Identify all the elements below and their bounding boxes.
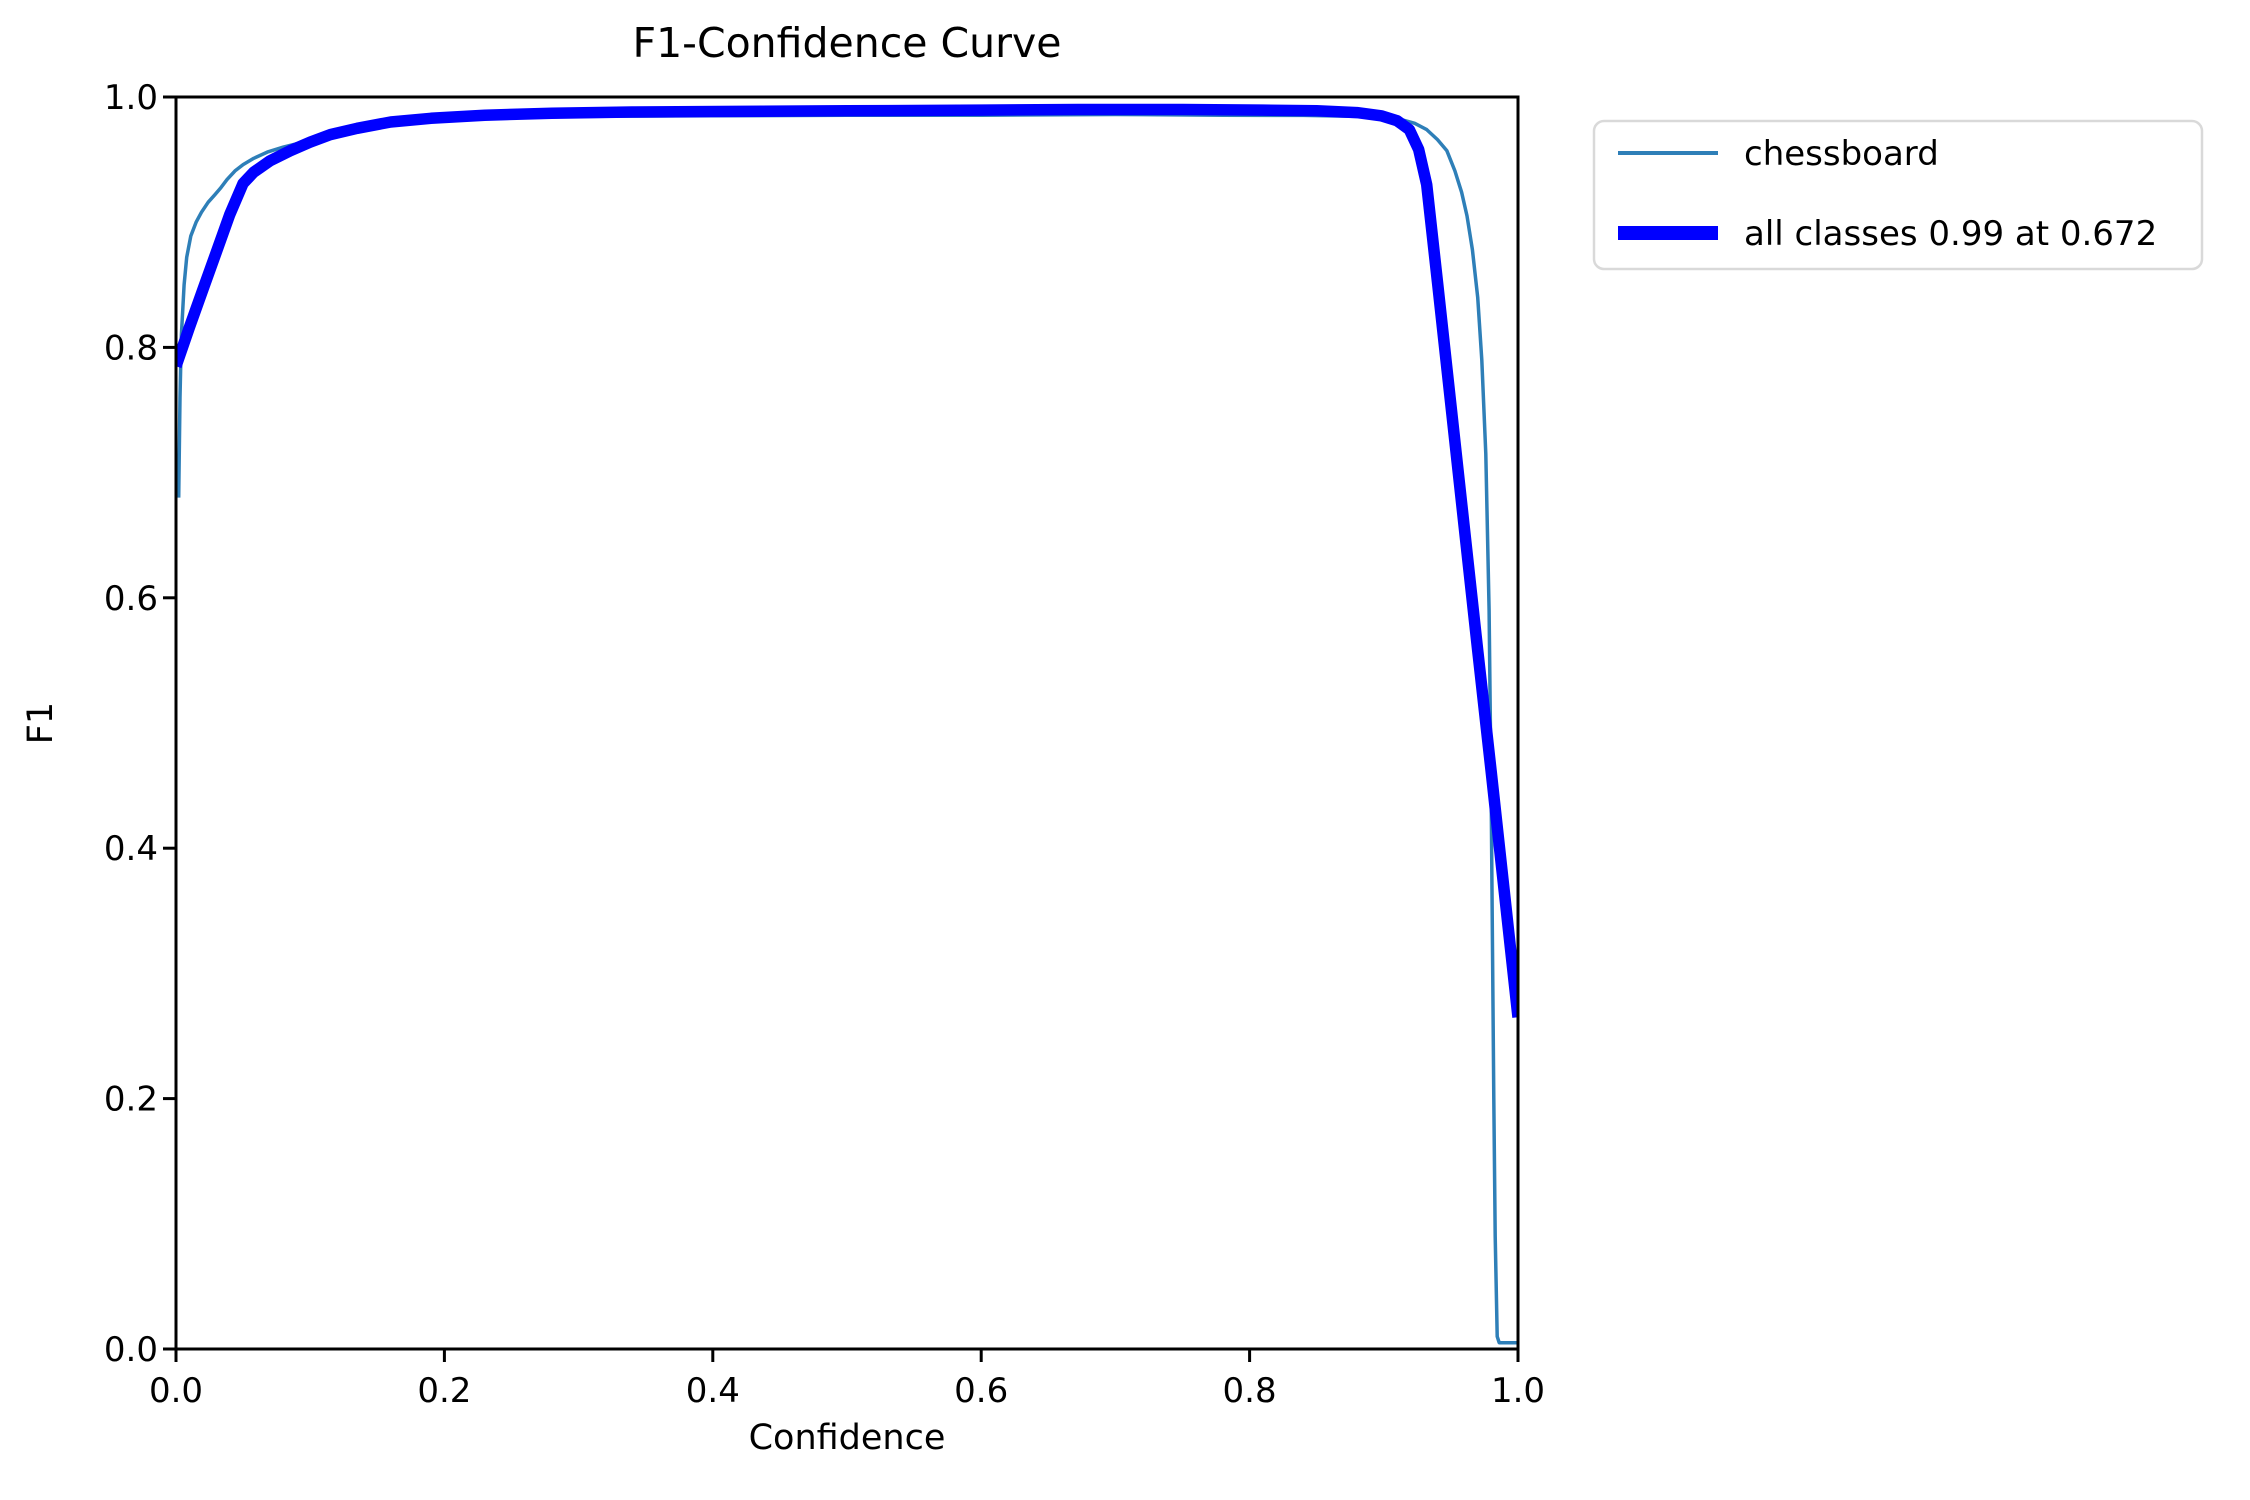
x-tick-label: 1.0 <box>1491 1371 1545 1411</box>
y-tick-label: 0.0 <box>104 1330 158 1370</box>
chessboard-curve <box>176 112 1518 1345</box>
legend: chessboard all classes 0.99 at 0.672 <box>1592 119 2204 271</box>
chart-title: F1-Confidence Curve <box>633 19 1062 67</box>
x-tick-label: 0.6 <box>954 1371 1008 1411</box>
legend-chessboard-label: chessboard <box>1744 134 1939 174</box>
curves-group <box>176 103 1518 1345</box>
legend-all-classes-label: all classes 0.99 at 0.672 <box>1744 214 2157 254</box>
y-tick-label: 0.8 <box>104 328 158 368</box>
x-tick-label: 0.0 <box>149 1371 203 1411</box>
x-axis-ticks: 0.0 0.2 0.4 0.6 0.8 1.0 <box>149 1349 1545 1411</box>
x-axis-label: Confidence <box>749 1418 946 1458</box>
y-axis-label: F1 <box>21 702 61 744</box>
legend-box <box>1592 119 2204 271</box>
x-tick-label: 0.8 <box>1223 1371 1277 1411</box>
y-tick-label: 0.6 <box>104 579 158 619</box>
x-tick-label: 0.4 <box>686 1371 740 1411</box>
y-tick-label: 0.2 <box>104 1080 158 1120</box>
y-axis-ticks: 0.0 0.2 0.4 0.6 0.8 1.0 <box>104 78 176 1370</box>
x-tick-label: 0.2 <box>417 1371 471 1411</box>
plot-area-border <box>174 95 1520 1351</box>
all-classes-curve <box>176 103 1518 1018</box>
y-tick-label: 1.0 <box>104 78 158 118</box>
y-tick-label: 0.4 <box>104 829 158 869</box>
